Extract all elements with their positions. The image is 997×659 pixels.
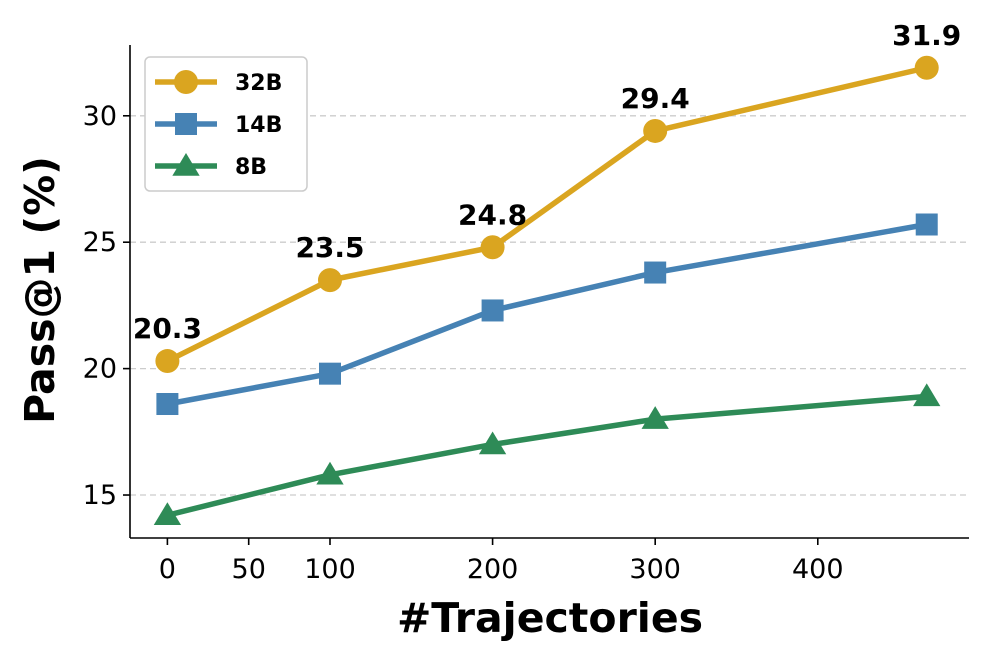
- legend-marker-32B: [174, 70, 198, 94]
- data-point-32B-100: [317, 268, 342, 293]
- legend-label-8B: 8B: [235, 155, 267, 180]
- series-lines: [153, 55, 941, 525]
- series-line-14B: [164, 221, 930, 407]
- legend-marker-14B: [175, 113, 197, 135]
- data-label-300: 29.4: [621, 82, 690, 115]
- data-point-8B-100: [316, 461, 344, 485]
- x-tick-label-400: 400: [792, 554, 844, 585]
- data-point-8B-200: [478, 431, 507, 455]
- data-label-467: 31.9: [892, 19, 961, 52]
- data-point-14B-100: [318, 362, 341, 385]
- data-point-8B-467: [913, 383, 941, 407]
- legend-label-32B: 32B: [235, 71, 282, 96]
- y-tick-label-25: 25: [83, 227, 117, 258]
- x-tick-label-100: 100: [304, 554, 356, 585]
- y-axis-title: Pass@1 (%): [16, 156, 64, 424]
- data-point-14B-467: [915, 213, 938, 236]
- legend-label-14B: 14B: [235, 113, 282, 138]
- data-label-0: 20.3: [133, 312, 202, 345]
- legend-entry-32B: 32B: [155, 70, 282, 96]
- data-point-32B-200: [480, 235, 505, 260]
- data-point-14B-300: [644, 261, 667, 284]
- data-labels: 20.3 23.5 24.8 29.4 31.9: [133, 19, 961, 345]
- y-tick-label-15: 15: [83, 480, 117, 511]
- data-point-14B-0: [156, 393, 179, 416]
- legend-entry-8B: 8B: [155, 153, 267, 180]
- data-point-32B-0: [155, 349, 180, 374]
- series-32B: [155, 55, 939, 374]
- legend-marker-8B: [172, 153, 200, 176]
- data-point-32B-300: [643, 118, 668, 143]
- x-axis-title: #Trajectories: [397, 594, 703, 642]
- legend-entry-14B: 14B: [155, 113, 282, 138]
- x-tick-label-200: 200: [467, 554, 519, 585]
- data-point-14B-200: [481, 299, 504, 322]
- series-line-8B: [164, 393, 930, 518]
- data-point-8B-0: [153, 502, 182, 525]
- data-point-32B-467: [914, 55, 939, 80]
- x-tick-label-300: 300: [629, 554, 681, 585]
- series-8B: [153, 383, 941, 525]
- data-label-100: 23.5: [295, 231, 364, 264]
- x-tick-label-50: 50: [232, 554, 266, 585]
- data-label-200: 24.8: [458, 198, 527, 231]
- legend: 32B 14B 8B: [144, 56, 308, 192]
- y-tick-label-30: 30: [83, 101, 117, 132]
- data-point-8B-300: [641, 406, 669, 429]
- x-tick-label-0: 0: [159, 554, 176, 585]
- y-tick-label-20: 20: [83, 354, 117, 385]
- series-14B: [156, 213, 938, 416]
